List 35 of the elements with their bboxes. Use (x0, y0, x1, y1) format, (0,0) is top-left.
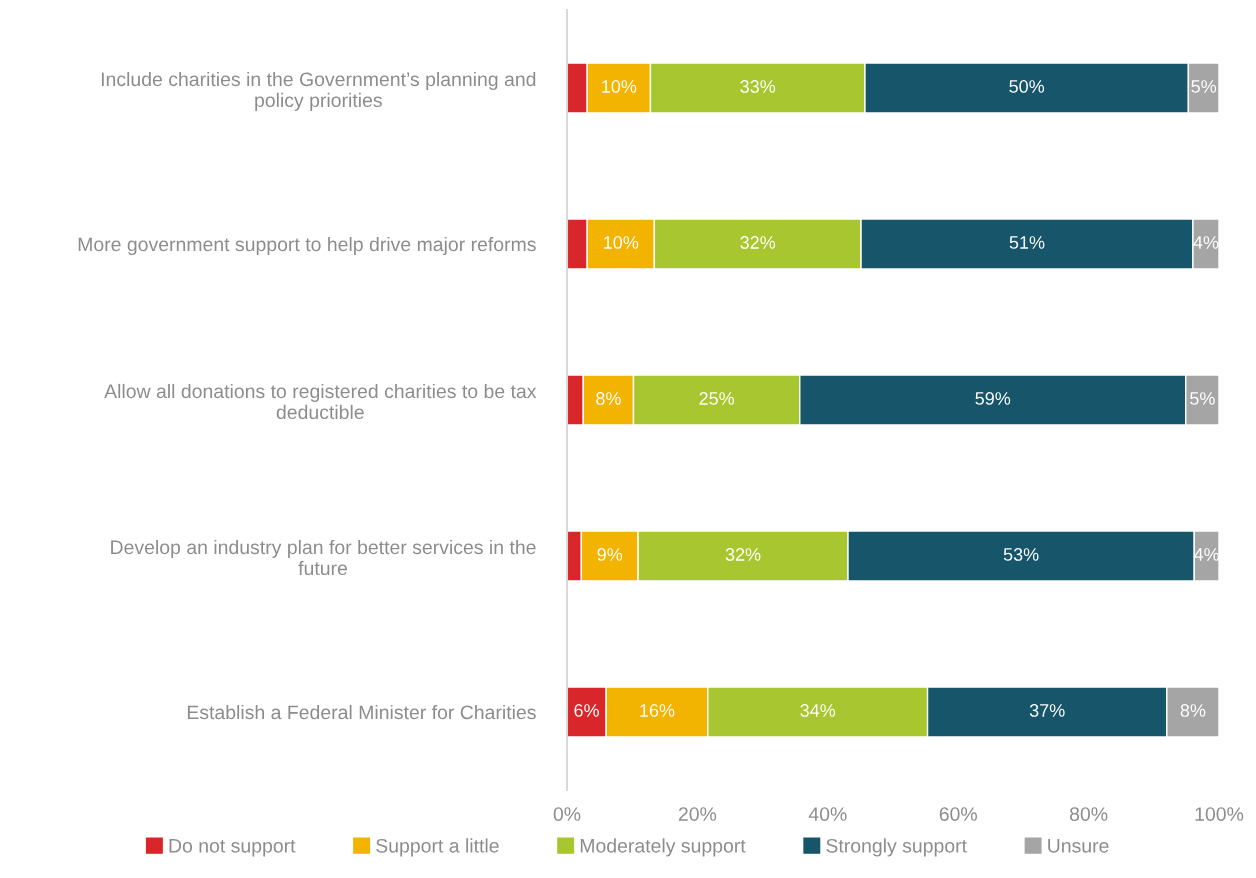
x-tick-label: 40% (808, 807, 847, 821)
data-label: 5% (1191, 80, 1217, 93)
data-label: 53% (1003, 548, 1039, 561)
y-tick-label: Establish a Federal Minister for Charities (187, 704, 536, 720)
x-tick-label: 100% (1195, 807, 1244, 821)
y-tick-label: Develop an industry plan for better services in the future (111, 539, 536, 576)
x-tick-label: 20% (678, 807, 717, 821)
x-tick-label: 80% (1069, 807, 1108, 821)
data-label: 33% (740, 80, 776, 93)
data-label: 32% (740, 236, 776, 249)
data-label: 8% (1180, 704, 1206, 717)
data-label: 59% (975, 392, 1011, 405)
data-label: 37% (1029, 704, 1065, 717)
legend-label: Support a little (376, 838, 499, 857)
x-tick-label: 0% (553, 807, 581, 821)
data-label: 51% (1009, 236, 1045, 249)
legend-label: Moderately support (580, 838, 746, 857)
data-label: 34% (800, 704, 836, 717)
data-label: 9% (597, 548, 623, 561)
y-tick-label: Allow all donations to registered charities to be tax deductible (104, 383, 537, 420)
data-label: 10% (604, 236, 639, 249)
data-label: 5% (1190, 392, 1215, 405)
legend-label: Do not support (169, 839, 296, 857)
y-tick-label: Include charities in the Government’s planning and policy priorities (101, 71, 536, 111)
data-label: 32% (725, 548, 761, 561)
legend-label: Strongly support (826, 838, 967, 857)
data-label: 50% (1009, 80, 1045, 93)
data-label: 6% (574, 704, 599, 717)
data-label: 16% (640, 704, 675, 717)
data-label: 25% (699, 392, 735, 405)
data-label: 10% (602, 80, 637, 93)
y-tick-label: More government support to help drive major reforms (78, 236, 536, 256)
data-label: 8% (596, 392, 621, 405)
x-tick-label: 60% (939, 807, 977, 821)
legend-label: Unsure (1048, 839, 1109, 853)
